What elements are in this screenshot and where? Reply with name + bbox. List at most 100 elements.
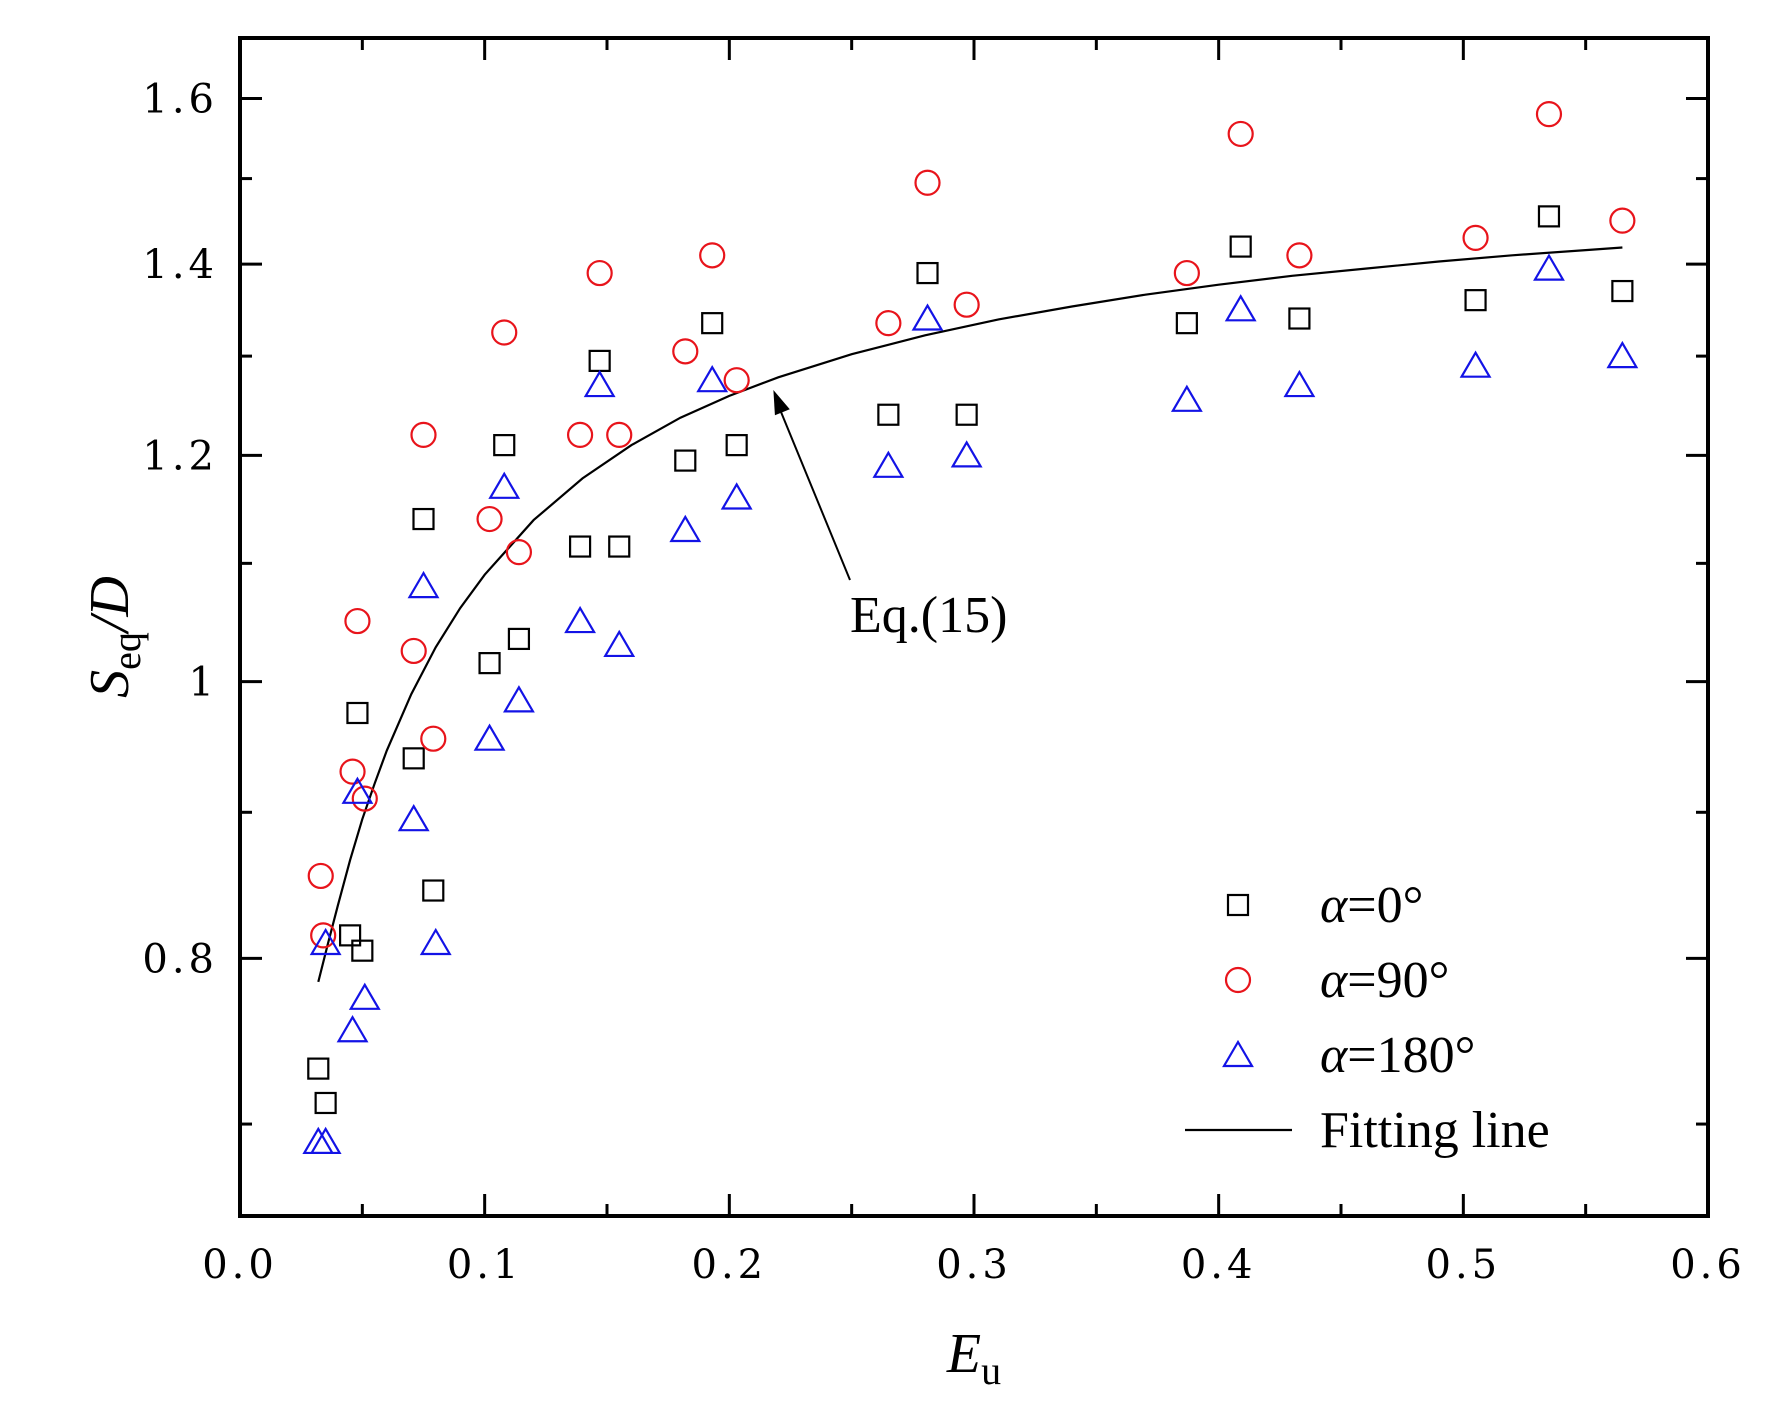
data-point-triangle <box>1606 340 1639 369</box>
x-axis-title: Eu <box>946 1323 1001 1393</box>
legend-label: Fitting line <box>1320 1102 1550 1159</box>
y-tick-label: 1 <box>189 660 218 706</box>
data-point-square <box>877 403 900 426</box>
data-point-triangle <box>1224 294 1257 322</box>
data-point-square <box>725 434 748 457</box>
data-point-square <box>608 535 631 558</box>
y-tick-label: 0.8 <box>142 936 218 982</box>
data-point-circle <box>410 421 437 449</box>
data-point-square <box>1464 289 1487 312</box>
data-point-circle <box>476 505 503 533</box>
series-triangle <box>302 253 1639 1155</box>
data-point-square <box>568 535 592 558</box>
data-point-triangle <box>911 303 944 331</box>
data-point-triangle <box>341 776 374 804</box>
data-point-circle <box>699 242 726 269</box>
x-tick-label: 0.4 <box>1181 1242 1257 1288</box>
legend-marker-triangle <box>1222 1039 1254 1068</box>
data-point-square <box>346 701 369 725</box>
data-point-triangle <box>1459 350 1492 378</box>
data-point-circle <box>400 637 427 665</box>
data-point-triangle <box>583 369 616 398</box>
data-point-square <box>1229 235 1252 258</box>
legend-marker-circle <box>1224 966 1252 994</box>
data-point-triangle <box>348 982 381 1010</box>
data-point-circle <box>1609 207 1636 234</box>
data-point-circle <box>1462 224 1489 251</box>
data-point-triangle <box>1533 253 1565 281</box>
data-point-triangle <box>950 440 983 468</box>
data-point-circle <box>606 421 633 449</box>
data-point-square <box>674 449 697 472</box>
data-point-circle <box>310 922 337 949</box>
fitting-line <box>317 246 1623 983</box>
data-point-triangle <box>669 514 702 543</box>
data-point-square <box>478 652 501 675</box>
data-point-square <box>402 747 425 770</box>
x-tick-label: 0.5 <box>1426 1242 1502 1288</box>
data-point-triangle <box>419 927 452 956</box>
data-point-triangle <box>603 629 636 658</box>
data-point-triangle <box>696 365 729 393</box>
data-point-triangle <box>397 804 430 832</box>
data-point-square <box>422 879 445 902</box>
data-point-circle <box>420 725 447 752</box>
data-point-circle <box>491 319 518 346</box>
data-point-square <box>307 1057 330 1080</box>
legend-label: α=0° <box>1320 877 1423 934</box>
series-square <box>307 205 1634 1115</box>
data-point-triangle <box>336 1015 369 1043</box>
data-point-circle <box>1227 120 1254 148</box>
fitting-line-layer <box>317 246 1623 983</box>
data-points <box>302 101 1639 1155</box>
y-tick-label: 1.2 <box>142 433 218 479</box>
axis-ticks <box>238 38 1710 1216</box>
data-point-circle <box>953 291 980 318</box>
data-point-triangle <box>720 482 753 510</box>
data-point-triangle <box>1170 384 1203 412</box>
data-point-circle <box>339 758 366 785</box>
data-point-square <box>955 403 978 426</box>
data-point-circle <box>505 539 533 566</box>
data-point-square <box>351 939 374 962</box>
data-point-square <box>588 349 611 372</box>
data-point-square <box>701 312 724 335</box>
data-point-triangle <box>564 605 597 634</box>
data-point-square <box>916 261 939 285</box>
data-point-circle <box>351 785 378 812</box>
legend-label: α=180° <box>1320 1027 1475 1084</box>
data-point-triangle <box>407 570 440 599</box>
data-point-triangle <box>872 450 905 478</box>
data-point-circle <box>914 169 941 196</box>
data-point-circle <box>344 607 371 635</box>
data-point-circle <box>723 367 750 394</box>
data-point-square <box>1611 279 1634 303</box>
x-tick-label: 0.0 <box>202 1242 278 1288</box>
data-point-square <box>1288 307 1311 330</box>
annotation: Eq.(15) <box>773 389 1007 644</box>
legend: α=0° α=90° α=180° Fitting line <box>1185 877 1550 1159</box>
series-circle <box>307 101 1636 949</box>
data-point-triangle <box>473 723 506 751</box>
annotation-arrow-line <box>778 407 851 581</box>
axis-tick-labels: 0.0 0.1 0.2 0.3 0.4 0.5 0.6 0.8 1 1.2 1.4 1.6 <box>142 77 1746 1288</box>
data-point-circle <box>307 862 334 890</box>
data-point-square <box>1537 205 1561 228</box>
data-point-square <box>507 627 531 651</box>
data-point-triangle <box>1283 369 1316 398</box>
data-point-triangle <box>309 927 342 956</box>
x-tick-label: 0.3 <box>936 1242 1012 1288</box>
legend-label: α=90° <box>1320 952 1449 1009</box>
data-point-circle <box>672 338 699 365</box>
data-point-circle <box>1286 242 1313 269</box>
data-point-circle <box>1535 101 1563 128</box>
data-point-square <box>412 507 435 531</box>
annotation-label: Eq.(15) <box>850 587 1007 644</box>
x-tick-label: 0.6 <box>1670 1242 1746 1288</box>
data-point-circle <box>875 310 902 337</box>
data-point-square <box>314 1091 337 1115</box>
x-tick-label: 0.1 <box>447 1242 523 1288</box>
data-point-triangle <box>488 471 521 499</box>
legend-marker-square <box>1226 893 1250 917</box>
